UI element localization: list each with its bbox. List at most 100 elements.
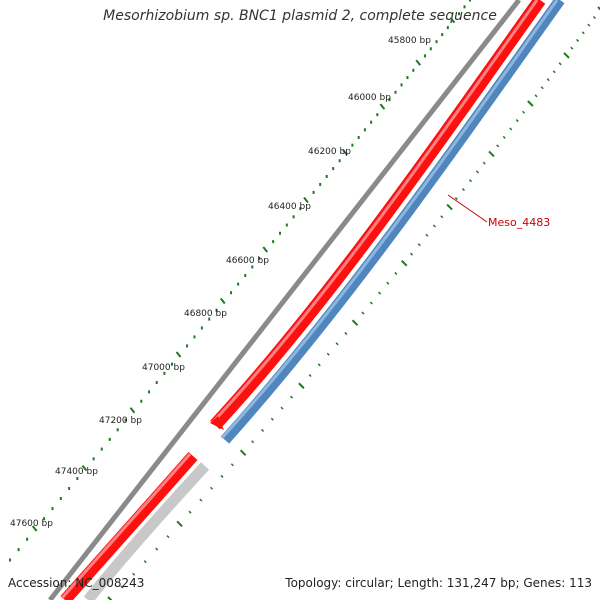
outer-ruler-major-tick [303,196,309,204]
inner-ruler-tick [386,281,390,285]
inner-ruler-tick [209,486,214,490]
inner-ruler-tick [522,110,526,114]
inner-ruler [107,6,600,600]
outer-ruler-major-tick [262,246,269,253]
outer-ruler-dot [463,5,466,9]
outer-ruler-dot [244,273,247,277]
outer-ruler-dot [43,517,46,521]
tick-label: 46800 bp [184,309,227,319]
outer-ruler-dot [292,215,295,219]
other-gene-lower[interactable] [83,462,210,600]
inner-ruler-tick [326,352,330,356]
inner-ruler-tick [230,463,234,467]
outer-ruler-dot [258,256,261,260]
tick-label: 46000 bp [348,93,391,103]
inner-ruler-tick [143,560,147,564]
inner-ruler-tick [482,161,486,165]
outer-ruler-dot [237,282,240,286]
summary-text: Topology: circular; Length: 131,247 bp; … [285,576,592,590]
inner-ruler-tick [552,70,556,74]
inner-ruler-tick [239,449,247,456]
inner-ruler-tick [155,547,159,551]
outer-ruler-dot [357,135,360,139]
inner-ruler-tick [410,252,414,256]
inner-ruler-tick [446,203,453,211]
inner-ruler-tick [425,233,429,237]
outer-ruler-dot [394,90,397,94]
reverse-gene-meso-4483[interactable] [220,0,565,444]
outer-ruler-dot [441,33,444,37]
inner-ruler-tick [558,62,562,66]
tick-label: 46400 bp [268,202,311,212]
inner-ruler-tick [417,243,421,247]
inner-ruler-tick [592,15,597,20]
inner-ruler-tick [280,406,284,410]
outer-ruler-dot [124,418,127,422]
inner-ruler-tick [176,520,183,528]
inner-ruler-tick [475,170,479,174]
gene-label[interactable]: Meso_4483 [488,216,550,229]
inner-ruler-tick [308,373,312,378]
outer-ruler-dot [424,54,427,58]
inner-ruler-tick [468,179,473,183]
inner-ruler-tick [597,6,600,11]
inner-ruler-tick [166,535,170,539]
inner-ruler-tick [289,395,294,399]
outer-ruler-dot [435,40,438,44]
inner-ruler-tick [369,301,373,305]
outer-ruler-dot [279,231,282,235]
outer-ruler-dot [338,159,341,163]
outer-ruler-dot [26,537,29,541]
tick-label: 46600 bp [226,256,269,266]
outer-ruler-dot [412,68,415,72]
outer-ruler-dot [446,26,449,30]
gene-label-leader [447,194,488,223]
forward-gene-upper[interactable] [210,0,546,430]
outer-ruler-dot [140,399,143,403]
tick-label: 47200 bp [99,416,142,426]
outer-ruler: 45800 bp 46000 bp 46200 bp 46400 bp 46600 bp… [9,0,471,562]
outer-ruler-major-tick [220,297,226,305]
inner-ruler-tick [581,31,585,35]
inner-ruler-tick [317,363,321,367]
inner-ruler-tick [378,291,382,295]
outer-ruler-dot [251,265,254,269]
outer-ruler-major-tick [415,59,421,66]
outer-ruler-dot [186,344,189,348]
outer-ruler-major-tick [449,17,456,24]
inner-ruler-tick [488,150,495,158]
inner-ruler-tick [220,474,224,478]
outer-ruler-dot [376,113,379,117]
inner-ruler-tick [432,224,436,228]
outer-ruler-dot [229,291,232,295]
outer-ruler-dot [9,558,11,562]
outer-ruler-dot [170,362,173,366]
inner-ruler-tick [496,144,500,148]
outer-ruler-dot [208,317,211,321]
tick-label: 47000 bp [142,363,185,373]
inner-ruler-tick [587,23,591,27]
inner-ruler-tick [120,585,124,589]
outer-ruler-major-tick [342,149,348,156]
outer-ruler-dot [319,182,322,186]
outer-ruler-dot [76,477,79,481]
inner-ruler-tick [132,572,136,576]
outer-ruler-dot [272,240,275,244]
forward-gene-lower[interactable] [60,452,198,600]
inner-ruler-tick [546,78,550,82]
inner-ruler-tick [361,311,365,315]
inner-ruler-tick [351,319,359,326]
outer-ruler-dot [215,308,218,312]
inner-ruler-tick [188,510,192,514]
inner-ruler-tick [335,342,339,346]
outer-ruler-dot [17,548,20,552]
outer-ruler-dot [285,223,288,227]
outer-ruler-dot [363,128,366,132]
outer-ruler-dot [148,390,151,394]
outer-ruler-dot [469,0,471,2]
inner-ruler-tick [401,260,408,267]
inner-ruler-tick [461,188,465,192]
outer-ruler-dot [332,167,335,171]
inner-ruler-tick [570,46,574,50]
inner-ruler-tick [251,440,255,444]
